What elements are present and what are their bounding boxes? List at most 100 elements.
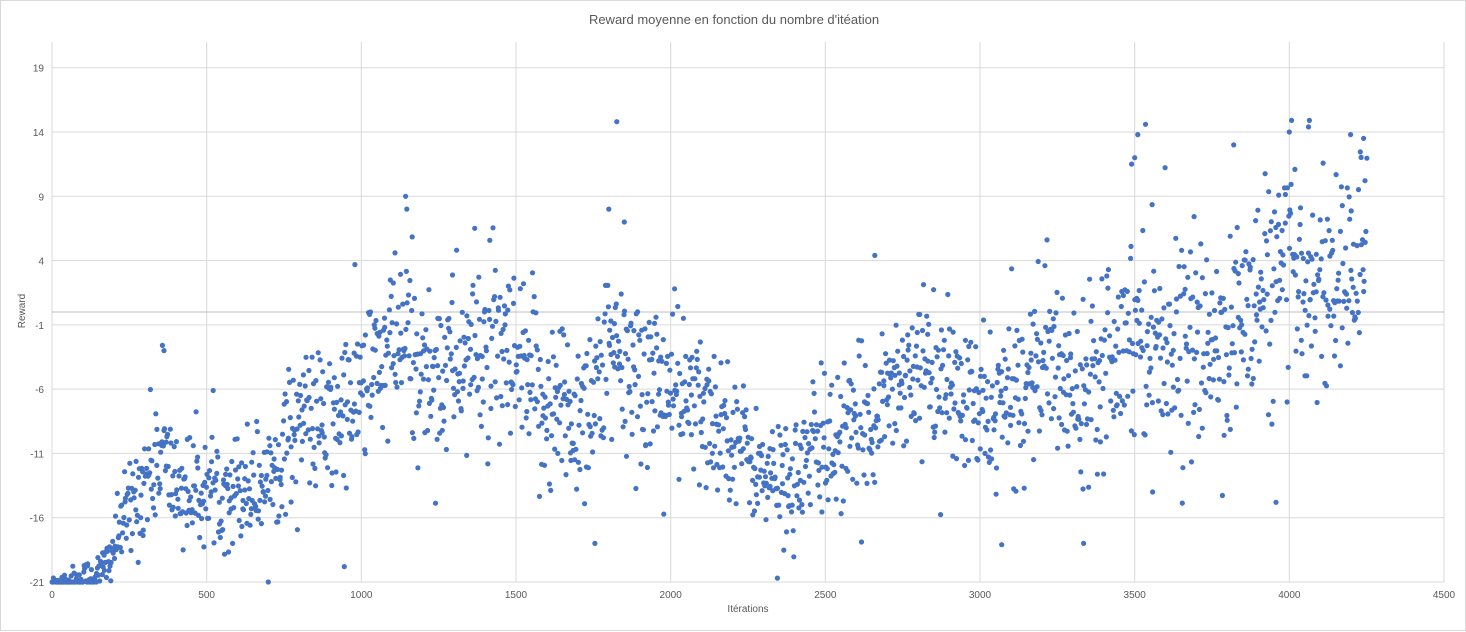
data-point — [409, 234, 415, 240]
data-point — [756, 474, 763, 480]
data-point — [1074, 384, 1080, 390]
data-point — [180, 547, 186, 553]
data-point — [276, 513, 282, 519]
data-point — [1349, 276, 1355, 282]
data-point — [1071, 310, 1077, 316]
data-point — [1217, 300, 1223, 306]
data-point — [686, 420, 692, 426]
data-point — [302, 383, 308, 389]
data-point — [668, 351, 675, 357]
data-point — [196, 497, 202, 503]
data-point — [285, 435, 291, 441]
data-point — [1264, 291, 1270, 297]
data-point — [1094, 426, 1100, 433]
data-point — [1074, 328, 1080, 335]
data-point — [154, 426, 160, 432]
data-point — [879, 331, 885, 337]
data-point — [875, 444, 881, 450]
data-point — [211, 540, 217, 546]
data-point — [152, 512, 158, 518]
data-point — [607, 327, 613, 333]
data-point — [506, 359, 512, 365]
data-point — [1157, 355, 1164, 361]
data-point — [451, 414, 457, 420]
data-point — [1234, 224, 1240, 231]
data-point — [532, 406, 538, 412]
data-point — [654, 331, 660, 337]
data-point — [528, 397, 534, 403]
data-point — [1191, 356, 1197, 362]
data-point — [557, 382, 563, 388]
data-point — [104, 548, 111, 554]
data-point — [585, 465, 592, 471]
data-point — [220, 527, 226, 533]
data-point — [888, 375, 894, 381]
data-point — [1233, 404, 1239, 410]
data-point — [1270, 398, 1276, 404]
data-point — [331, 406, 337, 412]
data-point — [980, 317, 987, 323]
data-point — [694, 348, 700, 354]
data-point — [868, 426, 874, 433]
data-point — [453, 344, 459, 350]
data-point — [477, 412, 483, 418]
data-point — [1234, 381, 1240, 387]
data-point — [806, 441, 812, 447]
data-point — [456, 379, 462, 385]
data-point — [907, 368, 913, 374]
data-point — [1010, 412, 1016, 418]
data-point — [905, 332, 911, 338]
data-point — [341, 472, 347, 479]
data-point — [650, 428, 657, 434]
data-point — [1346, 194, 1352, 200]
data-point — [1347, 216, 1353, 222]
data-point — [955, 365, 961, 371]
data-point — [1032, 388, 1038, 394]
data-point — [670, 403, 677, 409]
data-point — [651, 320, 658, 326]
data-point — [411, 295, 418, 301]
data-point — [937, 405, 943, 411]
data-point — [385, 350, 391, 356]
data-point — [526, 337, 532, 343]
data-point — [1358, 154, 1364, 160]
data-point — [133, 507, 139, 513]
data-point — [457, 338, 463, 344]
data-point — [494, 395, 500, 401]
data-point — [70, 563, 76, 569]
data-point — [621, 308, 628, 314]
data-point — [1132, 307, 1138, 313]
data-point — [485, 435, 491, 441]
data-point — [268, 479, 274, 485]
data-point — [1039, 412, 1045, 418]
data-point — [959, 412, 966, 418]
data-point — [219, 495, 225, 501]
data-point — [929, 375, 935, 381]
data-point — [983, 395, 989, 401]
data-point — [783, 426, 789, 432]
data-point — [1362, 239, 1368, 245]
data-point — [1051, 406, 1057, 412]
data-point — [314, 398, 320, 404]
data-point — [191, 483, 198, 489]
data-point — [310, 461, 316, 467]
data-point — [1099, 352, 1105, 359]
data-point — [218, 518, 224, 524]
data-point — [850, 476, 856, 482]
data-point — [1303, 278, 1309, 284]
data-point — [259, 483, 265, 489]
data-point — [458, 408, 464, 414]
data-point — [501, 356, 507, 362]
data-point — [810, 379, 816, 385]
data-point — [1055, 365, 1061, 371]
data-point — [1194, 349, 1200, 355]
data-point — [1341, 298, 1347, 304]
data-point — [144, 517, 150, 523]
data-point — [660, 337, 666, 343]
data-point — [1189, 347, 1196, 353]
data-point — [693, 365, 699, 371]
data-point — [1296, 289, 1302, 295]
x-axis-title: Itérations — [727, 604, 768, 615]
data-point — [555, 450, 561, 456]
data-point — [595, 376, 601, 382]
